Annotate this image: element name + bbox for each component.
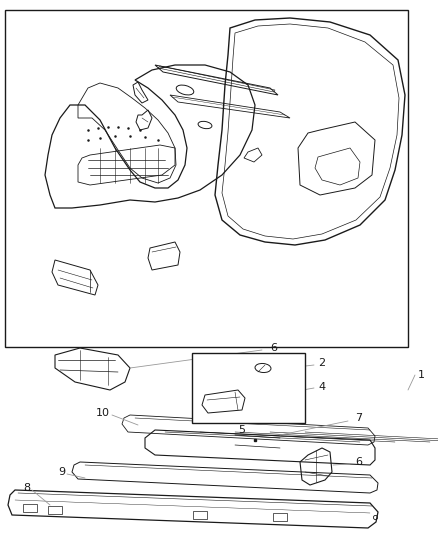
Text: 9: 9 bbox=[58, 467, 65, 477]
Text: 10: 10 bbox=[96, 408, 110, 418]
Text: 6: 6 bbox=[355, 457, 362, 467]
Text: 5: 5 bbox=[239, 425, 246, 435]
Bar bbox=[48, 506, 62, 514]
Text: 2: 2 bbox=[318, 358, 325, 368]
Text: 8: 8 bbox=[23, 483, 30, 493]
Text: 6: 6 bbox=[270, 343, 277, 353]
Bar bbox=[5, 10, 408, 347]
Bar bbox=[192, 353, 305, 423]
Bar bbox=[273, 513, 287, 521]
Bar bbox=[23, 504, 37, 512]
Bar bbox=[193, 511, 207, 519]
Text: 4: 4 bbox=[318, 382, 325, 392]
Text: 1: 1 bbox=[418, 370, 425, 380]
Text: 7: 7 bbox=[355, 413, 362, 423]
